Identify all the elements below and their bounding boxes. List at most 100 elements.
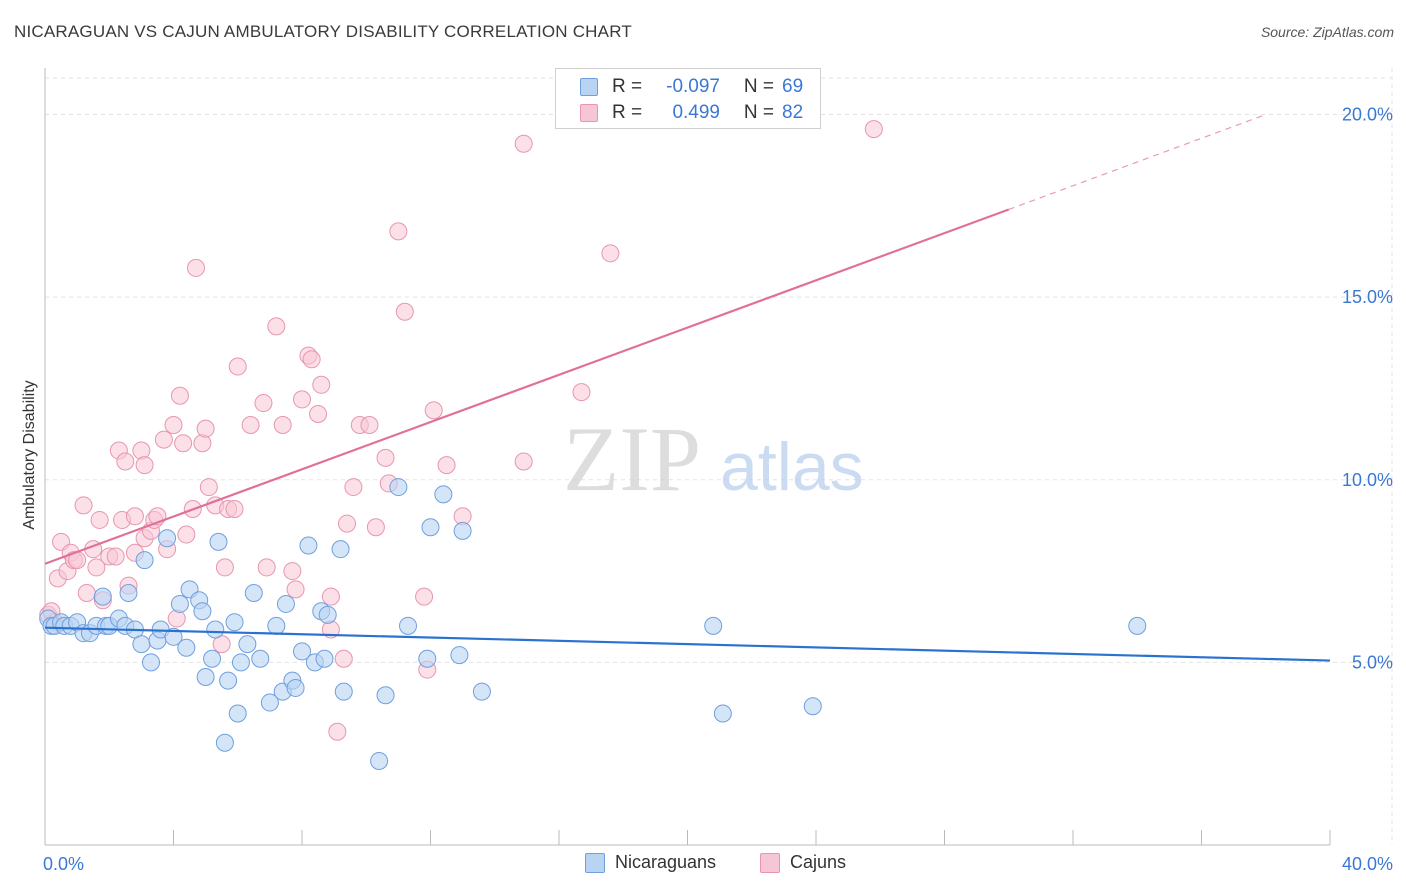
cajuns-point (424, 401, 443, 420)
cajuns-point (241, 415, 260, 434)
nicaraguans-point (244, 583, 263, 602)
nicaraguans-point (225, 613, 244, 632)
cajuns-point (334, 649, 353, 668)
r-label: R = (612, 76, 643, 97)
cajuns-point (293, 390, 311, 409)
watermark-atlas: atlas (720, 429, 864, 505)
axes (44, 68, 1331, 846)
nicaraguans-point (334, 682, 353, 701)
cajuns-point (366, 518, 385, 537)
watermark: ZIP atlas (563, 408, 864, 510)
cajuns-point (321, 587, 340, 606)
nicaraguans-point (318, 605, 337, 624)
nicaraguans-point (389, 478, 408, 497)
correlation-legend: R = -0.097 N = 69 R = 0.499 N = 82 (555, 68, 821, 129)
nicaraguans-point (267, 616, 286, 635)
nicaraguans-point (158, 529, 177, 548)
nicaraguans-point (376, 686, 395, 705)
series-legend: Nicaraguans Cajuns (0, 852, 1406, 878)
nicaraguans-point (193, 602, 212, 621)
cajuns-point (601, 244, 620, 263)
nicaraguans-point (228, 704, 247, 723)
n-value: 82 (782, 102, 804, 123)
legend-swatch-pink (760, 852, 780, 873)
nicaraguans-point (238, 635, 257, 654)
cajuns-point (199, 478, 218, 497)
nicaraguans-point (164, 627, 183, 646)
legend-item-nicaraguans[interactable]: Nicaraguans (585, 852, 716, 873)
cajuns-point (90, 510, 109, 529)
nicaraguans-point (177, 638, 196, 657)
nicaraguans-point (434, 485, 453, 504)
nicaraguans-point (399, 616, 418, 635)
nicaraguans-point (299, 536, 318, 555)
cajuns-trend-extension (1008, 113, 1266, 211)
legend-label-nicaraguans: Nicaraguans (615, 852, 717, 872)
nicaraguans-point (142, 653, 161, 672)
n-value: 69 (782, 76, 804, 97)
cajuns-point (170, 386, 189, 405)
cajuns-point (74, 496, 93, 515)
trend-lines (44, 113, 1331, 662)
cajuns-point (514, 452, 533, 471)
cajuns-point (135, 456, 154, 475)
nicaraguans-point (370, 751, 389, 770)
nicaraguans-point (803, 697, 822, 716)
n-label: N = (743, 76, 774, 97)
nicaraguans-point (203, 649, 222, 668)
cajuns-point (309, 405, 328, 424)
cajuns-point (254, 394, 273, 413)
nicaraguans-point (119, 583, 138, 602)
cajuns-point (167, 609, 186, 628)
x-tick-label-max: 40.0% (1342, 854, 1393, 874)
cajuns-point (267, 317, 286, 336)
cajuns-point (154, 430, 173, 449)
cajuns-point (196, 419, 215, 438)
nicaraguans-point (450, 646, 469, 665)
cajuns-point (77, 583, 96, 602)
y-tick-label: 15.0% (1342, 287, 1393, 307)
nicaraguans-point (472, 682, 491, 701)
cajuns-point (283, 562, 302, 581)
cajuns-point (177, 525, 196, 544)
cajuns-point (572, 383, 591, 402)
nicaraguans-point (453, 521, 472, 540)
cajuns-point (125, 507, 144, 526)
cajuns-point (376, 448, 395, 467)
watermark-zip: ZIP (563, 408, 701, 510)
y-tick-label: 10.0% (1342, 470, 1393, 490)
nicaraguans-point (251, 649, 270, 668)
y-tick-label: 20.0% (1342, 105, 1393, 125)
r-label: R = (612, 102, 643, 123)
nicaraguans-point (260, 693, 279, 712)
cajuns-point (215, 558, 234, 577)
nicaraguans-point (421, 518, 440, 537)
cajuns-point (514, 134, 533, 153)
source-label: Source: ZipAtlas.com (1260, 24, 1394, 40)
nicaraguans-point (132, 635, 151, 654)
nicaraguans-point (196, 667, 215, 686)
cajuns-point (193, 434, 212, 453)
nicaraguans-point (215, 733, 234, 752)
legend-swatch-pink (580, 104, 598, 122)
cajuns-point (337, 514, 356, 533)
nicaraguans-point (170, 594, 189, 613)
nicaraguans-point (315, 649, 334, 668)
legend-item-cajuns[interactable]: Cajuns (760, 852, 846, 873)
cajuns-point (116, 452, 135, 471)
nicaraguans-point (286, 678, 305, 697)
nicaraguans-trend-line (44, 626, 1331, 662)
nicaraguans-point (293, 642, 311, 661)
cajuns-point (132, 441, 151, 460)
nicaraguans-point (418, 649, 437, 668)
legend-swatch-blue (585, 852, 605, 873)
cajuns-point (164, 415, 183, 434)
cajuns-point (302, 350, 321, 369)
nicaraguans-point (704, 616, 723, 635)
legend-row-cajuns: R = 0.499 N = 82 (580, 101, 803, 125)
cajuns-point (225, 499, 244, 518)
cajuns-point (437, 456, 456, 475)
cajuns-point (257, 558, 276, 577)
cajuns-point (328, 722, 347, 741)
r-value: 0.499 (672, 102, 720, 123)
